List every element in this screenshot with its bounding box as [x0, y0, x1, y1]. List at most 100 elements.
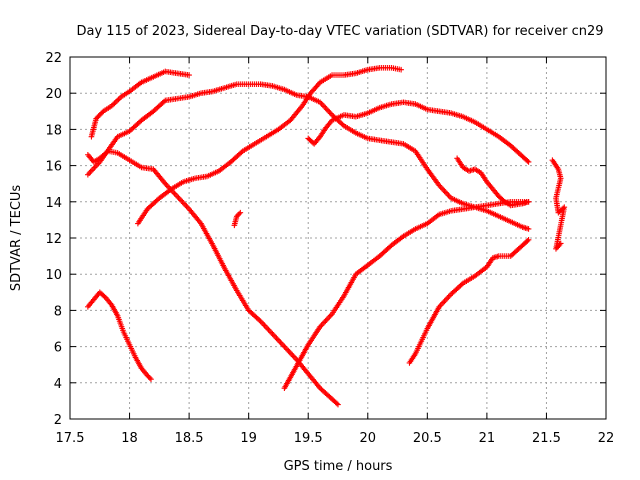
series-track-c — [85, 81, 532, 232]
plus-marker — [178, 197, 184, 204]
plus-marker — [277, 339, 284, 346]
plus-marker — [237, 209, 244, 216]
plus-marker — [441, 298, 448, 304]
axis-ticks: 17.5 18 18.5 19 19.5 20 20.5 21 21.5 222468101214… — [45, 51, 614, 446]
plus-marker — [319, 321, 326, 327]
plus-marker — [319, 102, 326, 108]
plus-marker — [286, 349, 293, 356]
series-track-e — [135, 65, 404, 227]
series-track-a — [88, 68, 192, 140]
plus-marker — [439, 301, 445, 307]
plus-marker — [174, 193, 180, 200]
plus-marker — [322, 105, 329, 111]
plus-marker — [326, 314, 333, 320]
plus-marker — [323, 106, 330, 113]
plus-marker — [445, 294, 452, 300]
plus-marker — [86, 170, 92, 177]
plus-marker — [326, 109, 333, 115]
plus-marker — [175, 194, 182, 201]
plus-marker — [289, 352, 296, 358]
plus-marker — [90, 166, 96, 172]
y-tick-label: 4 — [54, 377, 62, 392]
plus-marker — [398, 66, 404, 73]
plus-marker — [177, 196, 183, 202]
plus-marker — [183, 203, 190, 210]
plus-marker — [524, 158, 531, 164]
plus-marker — [445, 192, 452, 199]
series-track-d — [85, 289, 154, 382]
plus-marker — [440, 299, 447, 306]
plus-marker — [272, 333, 278, 340]
plus-marker — [525, 199, 532, 205]
plus-marker — [443, 296, 449, 303]
plus-marker — [264, 325, 270, 332]
x-tick-label: 20.5 — [413, 431, 442, 446]
y-tick-label: 12 — [45, 232, 62, 247]
plus-marker — [173, 192, 179, 198]
x-tick-label: 20 — [360, 431, 377, 446]
plus-marker — [321, 319, 327, 326]
plus-marker — [325, 107, 331, 114]
plus-marker — [271, 332, 277, 339]
plus-marker — [440, 186, 447, 193]
x-tick-label: 18.5 — [175, 431, 204, 446]
plus-marker — [148, 376, 154, 382]
plus-marker — [280, 342, 286, 348]
x-tick-label: 21 — [479, 431, 496, 446]
plus-marker — [268, 329, 274, 336]
plus-marker — [327, 110, 334, 117]
plus-marker — [263, 324, 269, 330]
plus-marker — [99, 109, 105, 116]
plus-marker — [267, 328, 273, 334]
plus-marker — [323, 316, 330, 323]
x-tick-label: 21.5 — [532, 431, 561, 446]
plus-marker — [557, 240, 564, 247]
series-track-i — [406, 237, 532, 366]
plus-marker — [444, 295, 450, 302]
series-track-b — [85, 148, 341, 408]
plus-marker — [441, 188, 448, 194]
plus-marker — [147, 375, 153, 381]
plus-marker — [525, 226, 532, 232]
plus-marker — [290, 353, 297, 360]
plus-marker — [322, 318, 329, 324]
y-axis-label: SDTVAR / TECUs — [9, 185, 24, 292]
plus-marker — [288, 350, 294, 357]
x-tick-label: 17.5 — [56, 431, 85, 446]
data-series — [85, 65, 568, 408]
series-track-k — [549, 157, 568, 252]
y-tick-label: 14 — [45, 196, 62, 211]
plus-marker — [186, 72, 192, 78]
plus-marker — [282, 345, 289, 351]
plus-marker — [285, 348, 292, 354]
y-tick-label: 18 — [45, 123, 62, 138]
x-tick-label: 18 — [121, 431, 138, 446]
plus-marker — [525, 159, 532, 165]
x-tick-label: 19 — [240, 431, 257, 446]
plus-marker — [265, 326, 272, 333]
plus-marker — [525, 237, 532, 243]
plus-marker — [184, 204, 191, 211]
plus-marker — [281, 343, 288, 350]
plus-marker — [274, 336, 281, 343]
y-tick-label: 16 — [45, 160, 62, 175]
plus-marker — [171, 190, 178, 197]
plus-marker — [276, 338, 282, 344]
plus-marker — [115, 96, 122, 103]
series-track-g — [305, 99, 532, 165]
plus-marker — [335, 401, 341, 408]
plus-marker — [261, 322, 268, 329]
plus-marker — [260, 321, 267, 327]
y-tick-label: 20 — [45, 87, 62, 102]
plus-marker — [284, 346, 290, 353]
plus-marker — [179, 199, 186, 205]
plus-marker — [182, 202, 188, 208]
plus-marker — [443, 189, 449, 196]
plus-marker — [439, 185, 445, 192]
plus-marker — [321, 103, 327, 110]
plus-marker — [114, 97, 120, 104]
y-tick-label: 10 — [45, 268, 62, 283]
chart-title: Day 115 of 2023, Sidereal Day-to-day VTE… — [76, 24, 603, 39]
plus-marker — [259, 319, 265, 326]
